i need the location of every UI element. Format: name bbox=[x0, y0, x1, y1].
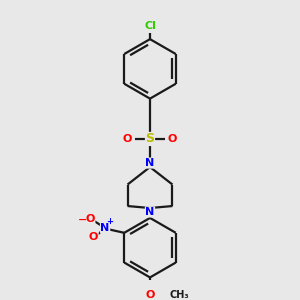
Text: Cl: Cl bbox=[144, 21, 156, 31]
Text: O: O bbox=[89, 232, 98, 242]
Text: O: O bbox=[168, 134, 177, 144]
Text: +: + bbox=[106, 218, 113, 226]
Text: O: O bbox=[85, 214, 95, 224]
Text: S: S bbox=[146, 132, 154, 146]
Text: −: − bbox=[78, 215, 88, 225]
Text: N: N bbox=[146, 158, 154, 168]
Text: N: N bbox=[100, 223, 110, 233]
Text: N: N bbox=[146, 207, 154, 217]
Text: O: O bbox=[145, 290, 155, 300]
Text: CH₃: CH₃ bbox=[170, 290, 190, 300]
Text: O: O bbox=[123, 134, 132, 144]
